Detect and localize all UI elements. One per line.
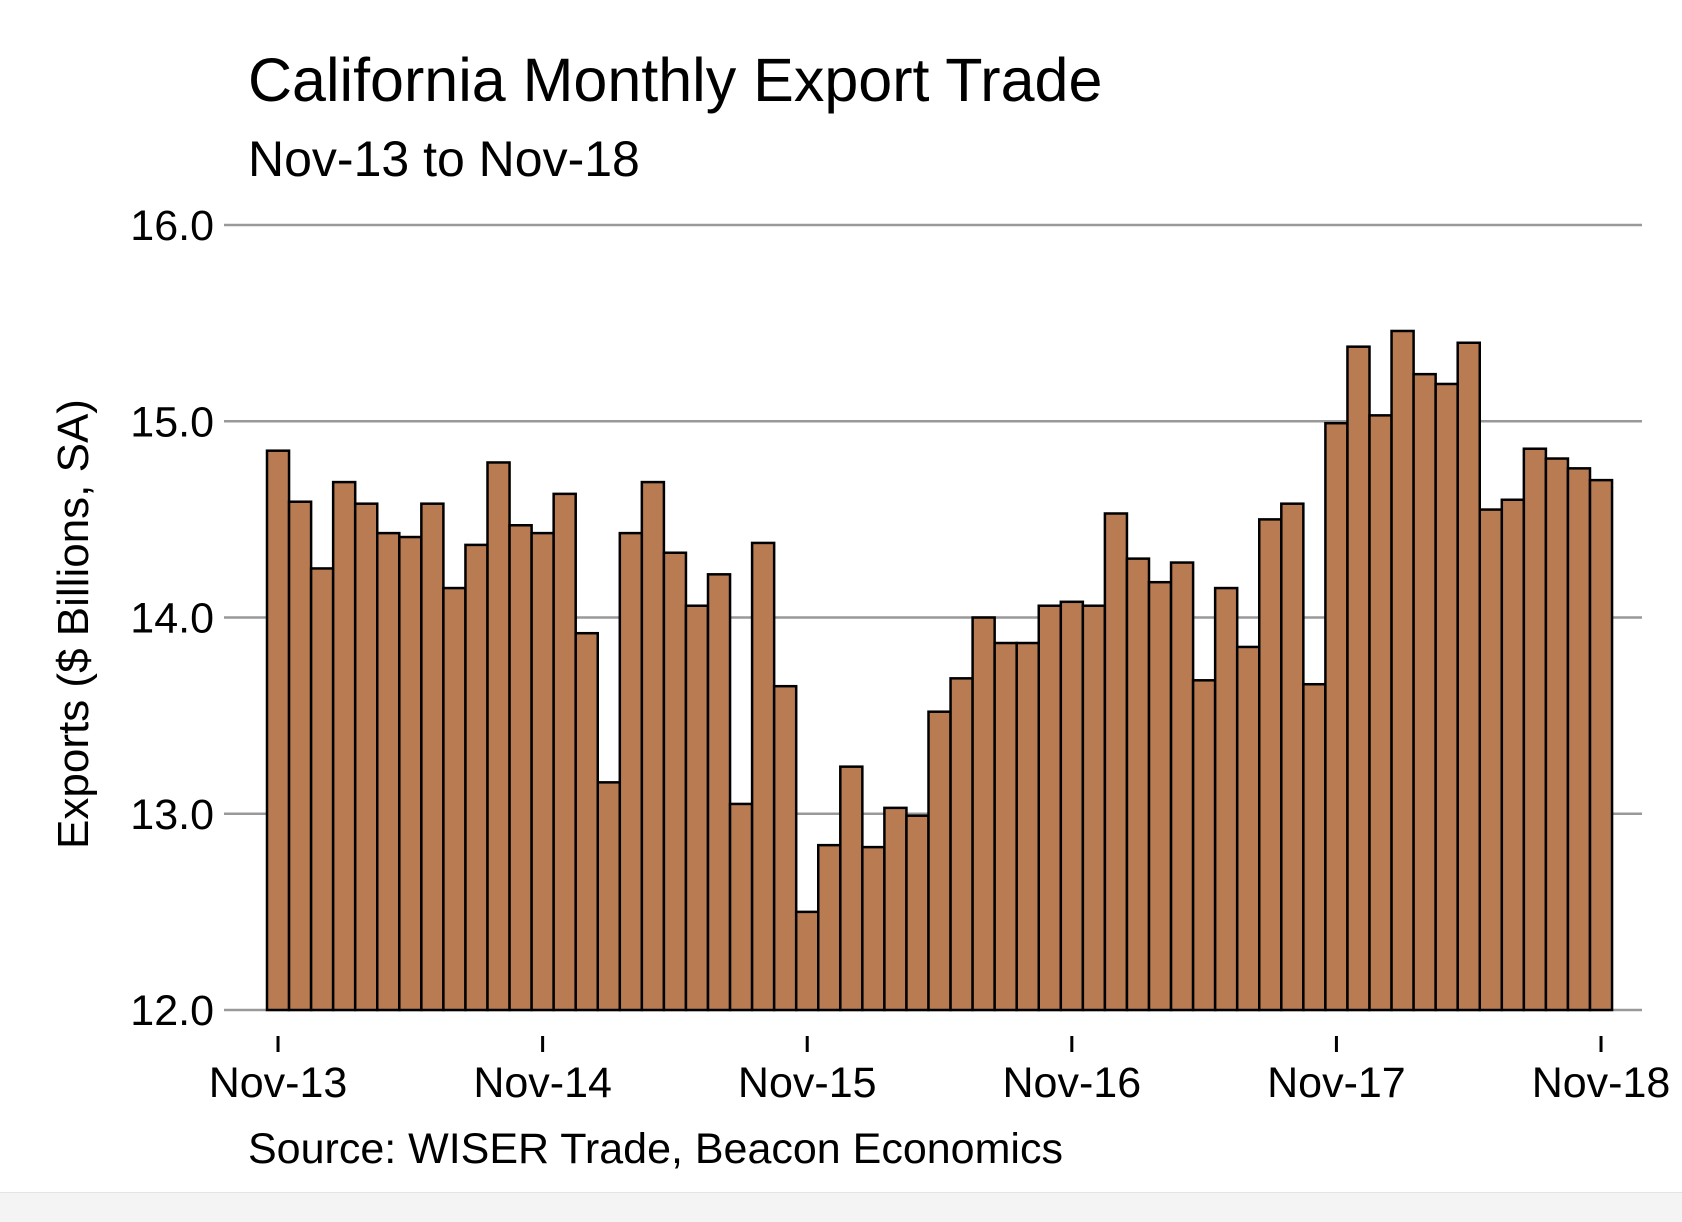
bar (596, 781, 622, 1012)
bar (353, 502, 379, 1012)
x-tick-label: Nov-15 (738, 1059, 877, 1107)
y-tick-label: 13.0 (130, 791, 214, 839)
bars (265, 329, 1614, 1012)
bar (1258, 518, 1283, 1012)
bar (442, 586, 467, 1012)
bar (1015, 641, 1041, 1012)
y-tick-label: 14.0 (130, 595, 214, 643)
x-tick-label: Nov-13 (209, 1059, 348, 1107)
y-axis-label: Exports ($ Billions, SA) (49, 399, 98, 849)
chart-subtitle: Nov-13 to Nov-18 (248, 131, 640, 187)
bar (1522, 447, 1548, 1012)
bar (772, 684, 798, 1012)
bar (883, 806, 908, 1012)
bar (1081, 604, 1107, 1012)
source-note: Source: WISER Trade, Beacon Economics (248, 1125, 1063, 1173)
bar (1037, 604, 1063, 1012)
bar (464, 543, 489, 1012)
bar (287, 500, 313, 1012)
bar (1566, 467, 1592, 1012)
bar (1235, 645, 1261, 1012)
bar (662, 551, 688, 1012)
bar (1478, 508, 1504, 1012)
chart-title: California Monthly Export Trade (248, 46, 1102, 114)
bar (1456, 341, 1481, 1012)
bar (750, 541, 776, 1012)
bar (1169, 561, 1195, 1012)
bar (1280, 502, 1305, 1012)
y-tick-label: 16.0 (130, 202, 214, 250)
y-tick-labels: 12.0 13.0 14.0 15.0 16.0 (130, 202, 214, 1035)
x-tick-label: Nov-17 (1267, 1059, 1406, 1107)
x-axis: Nov-13 Nov-14 Nov-15 Nov-16 Nov-17 Nov-18 (209, 1036, 1671, 1107)
window-bottom-edge (0, 1192, 1682, 1222)
bar (1324, 421, 1349, 1012)
bar (1544, 457, 1570, 1012)
bar (508, 524, 533, 1012)
bar (530, 531, 555, 1012)
bar (839, 765, 864, 1012)
bar (728, 802, 754, 1012)
bar (640, 480, 666, 1012)
bar (993, 641, 1018, 1012)
bar (574, 631, 600, 1012)
bar (552, 492, 577, 1012)
bar (1191, 679, 1217, 1012)
bar (618, 531, 644, 1012)
bar (949, 677, 974, 1012)
bar (420, 502, 445, 1012)
bar (1125, 557, 1151, 1012)
bar (265, 449, 291, 1012)
bar (706, 573, 732, 1012)
bar (1390, 329, 1415, 1012)
x-tick-label: Nov-18 (1532, 1059, 1671, 1107)
x-tick-label: Nov-16 (1003, 1059, 1142, 1107)
bar (861, 845, 886, 1012)
bar (817, 843, 842, 1012)
bar (1368, 414, 1393, 1012)
bar (1346, 345, 1371, 1012)
bar (1500, 498, 1526, 1012)
bar (927, 710, 952, 1012)
bar (486, 461, 511, 1012)
bar (1059, 600, 1085, 1012)
bar (1103, 512, 1129, 1012)
bar (1588, 478, 1614, 1012)
y-tick-label: 15.0 (130, 398, 214, 446)
x-tick-label: Nov-14 (473, 1059, 612, 1107)
bar (905, 814, 930, 1012)
bar (1213, 586, 1239, 1012)
bar (1302, 682, 1327, 1012)
bar (398, 535, 423, 1012)
bar (1434, 382, 1459, 1012)
bar (971, 616, 996, 1012)
bar (684, 604, 710, 1012)
y-tick-label: 12.0 (130, 987, 214, 1035)
bar (1412, 372, 1437, 1012)
bar (794, 910, 820, 1012)
bar (331, 480, 357, 1012)
bar (376, 531, 401, 1012)
bar (1147, 580, 1173, 1012)
bar (309, 567, 335, 1012)
